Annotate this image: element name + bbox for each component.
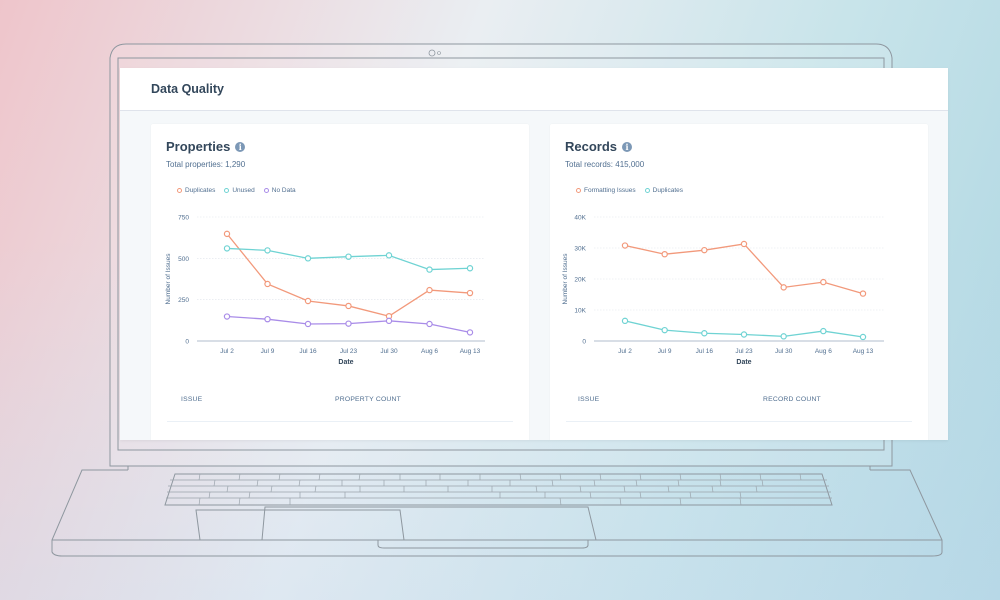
svg-text:Aug 6: Aug 6 bbox=[815, 348, 832, 355]
legend-item[interactable]: Unused bbox=[224, 187, 255, 194]
divider bbox=[566, 421, 912, 422]
svg-text:Jul 30: Jul 30 bbox=[380, 348, 398, 355]
records-card: Records i Total records: 415,000 Formatt… bbox=[550, 124, 928, 440]
svg-text:Jul 2: Jul 2 bbox=[220, 348, 234, 355]
svg-text:Number of Issues: Number of Issues bbox=[165, 253, 172, 305]
legend-marker-icon bbox=[576, 188, 581, 193]
svg-text:30K: 30K bbox=[574, 246, 586, 253]
legend-item[interactable]: Duplicates bbox=[644, 187, 684, 194]
svg-text:Jul 16: Jul 16 bbox=[696, 348, 714, 355]
records-legend: Formatting Issues Duplicates bbox=[576, 187, 683, 194]
svg-text:Aug 6: Aug 6 bbox=[421, 348, 438, 355]
app-header: Data Quality bbox=[120, 68, 948, 111]
svg-text:Jul 9: Jul 9 bbox=[261, 348, 275, 355]
svg-text:20K: 20K bbox=[574, 277, 586, 284]
svg-text:Jul 9: Jul 9 bbox=[658, 348, 672, 355]
app-window: Data Quality Properties i Total properti… bbox=[120, 68, 948, 440]
legend-marker-icon bbox=[224, 188, 230, 193]
svg-text:Aug 13: Aug 13 bbox=[853, 348, 874, 355]
total-properties: Total properties: 1,290 bbox=[166, 160, 246, 169]
svg-text:Date: Date bbox=[736, 359, 751, 366]
properties-title: Properties i bbox=[166, 139, 246, 154]
legend-marker-icon bbox=[263, 188, 269, 193]
svg-text:Jul 30: Jul 30 bbox=[775, 348, 793, 355]
total-records: Total records: 415,000 bbox=[565, 160, 645, 169]
legend-label: Duplicates bbox=[652, 187, 684, 194]
svg-text:500: 500 bbox=[178, 256, 189, 263]
properties-title-text: Properties bbox=[166, 139, 231, 154]
records-line-chart: 0 10K 20K 30K 40K Jul 2 Jul 9 Jul 16 Jul 23 Jul 3… bbox=[562, 215, 884, 366]
record-count-column-header[interactable]: RECORD COUNT bbox=[763, 396, 821, 403]
svg-text:Aug 13: Aug 13 bbox=[460, 348, 481, 355]
legend-item[interactable]: Formatting Issues bbox=[576, 187, 636, 194]
info-icon[interactable]: i bbox=[235, 141, 246, 152]
records-title: Records i bbox=[565, 139, 633, 154]
legend-label: Unused bbox=[232, 187, 255, 194]
properties-line-chart: 0 250 500 750 Jul 2 Jul 9 Jul 16 Jul 23 Jul 30 Au… bbox=[165, 215, 485, 366]
legend-label: No Data bbox=[271, 187, 296, 194]
svg-text:Jul 16: Jul 16 bbox=[299, 348, 317, 355]
legend-label: Duplicates bbox=[185, 187, 216, 194]
property-count-column-header[interactable]: PROPERTY COUNT bbox=[335, 396, 401, 403]
svg-text:0: 0 bbox=[582, 339, 586, 346]
svg-text:Jul 2: Jul 2 bbox=[618, 348, 632, 355]
legend-marker-icon bbox=[644, 188, 650, 193]
svg-text:750: 750 bbox=[178, 215, 189, 222]
svg-text:250: 250 bbox=[178, 297, 189, 304]
svg-text:Jul 23: Jul 23 bbox=[735, 348, 753, 355]
svg-text:0: 0 bbox=[185, 339, 189, 346]
svg-text:Number of Issues: Number of Issues bbox=[562, 253, 569, 305]
svg-text:Date: Date bbox=[338, 359, 353, 366]
properties-legend: Duplicates Unused No Data bbox=[177, 187, 296, 194]
divider bbox=[167, 421, 513, 422]
svg-text:10K: 10K bbox=[574, 308, 586, 315]
legend-marker-icon bbox=[177, 188, 182, 193]
issue-column-header[interactable]: ISSUE bbox=[578, 396, 600, 403]
page-title: Data Quality bbox=[151, 82, 224, 96]
records-title-text: Records bbox=[565, 139, 618, 154]
properties-card: Properties i Total properties: 1,290 Dup… bbox=[151, 124, 529, 440]
issue-column-header[interactable]: ISSUE bbox=[181, 396, 203, 403]
legend-item[interactable]: Duplicates bbox=[177, 187, 215, 194]
legend-item[interactable]: No Data bbox=[263, 187, 296, 194]
info-icon[interactable]: i bbox=[622, 141, 633, 152]
svg-text:Jul 23: Jul 23 bbox=[340, 348, 358, 355]
legend-label: Formatting Issues bbox=[584, 187, 636, 194]
svg-text:40K: 40K bbox=[574, 215, 586, 222]
